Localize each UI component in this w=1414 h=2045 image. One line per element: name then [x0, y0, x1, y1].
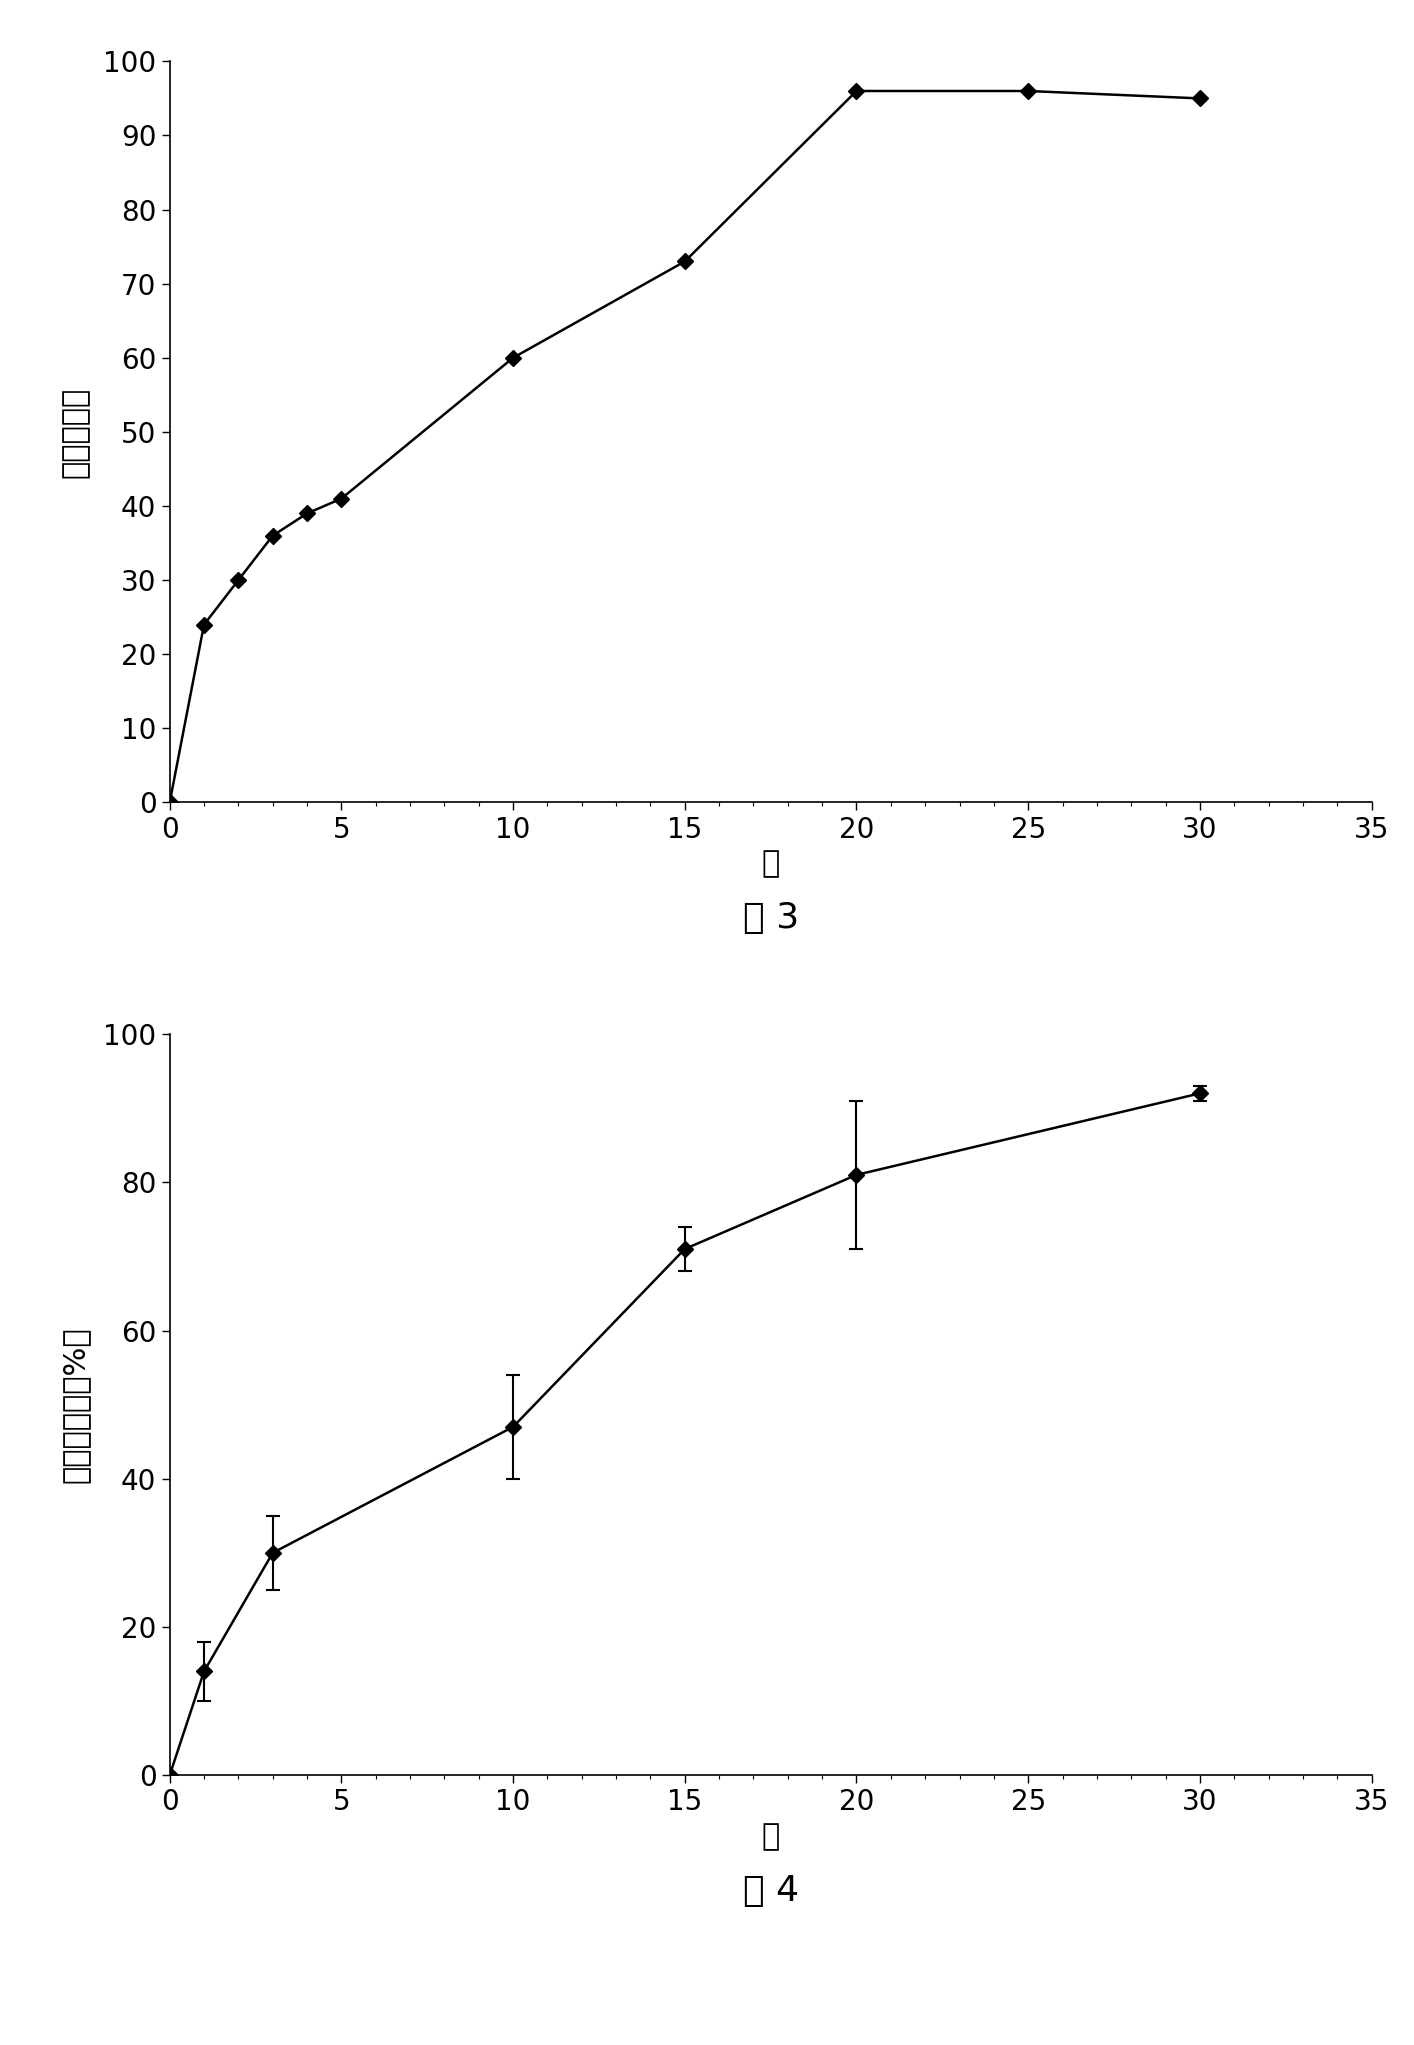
Text: 图 3: 图 3: [742, 902, 799, 935]
X-axis label: 天: 天: [762, 1822, 779, 1851]
Text: 图 4: 图 4: [742, 1873, 799, 1908]
Y-axis label: 累积释放量（%）: 累积释放量（%）: [61, 1327, 89, 1483]
Y-axis label: 累计释放量: 累计释放量: [61, 387, 89, 479]
X-axis label: 天: 天: [762, 849, 779, 877]
